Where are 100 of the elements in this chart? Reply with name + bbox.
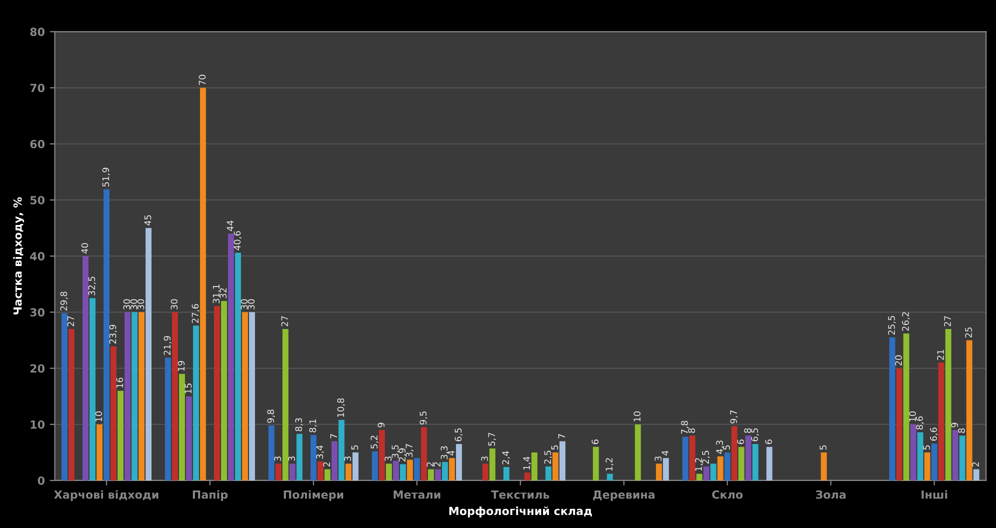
bar (186, 396, 192, 480)
bar (973, 469, 980, 480)
data-label: 2,9 (398, 448, 406, 462)
bar (62, 313, 68, 480)
data-label: 25,5 (888, 316, 896, 335)
data-label: 3 (481, 456, 488, 461)
bar (524, 472, 530, 480)
bar (903, 334, 910, 480)
bar (545, 466, 552, 480)
y-tick-label: 80 (30, 28, 45, 36)
data-label: 8 (958, 428, 965, 433)
bar (889, 337, 896, 480)
data-label: 4 (662, 450, 668, 456)
bar (738, 446, 744, 480)
bar (662, 458, 669, 480)
data-label: 7 (330, 434, 337, 438)
bar (228, 234, 234, 480)
x-tick-label: Деревина (593, 490, 654, 501)
data-label: 9,8 (267, 410, 275, 423)
data-label: 3 (384, 456, 392, 461)
bar (959, 436, 966, 480)
bar (456, 444, 462, 480)
data-label: 6,5 (454, 428, 463, 442)
bar (132, 312, 138, 480)
bar (931, 443, 938, 480)
x-tick-label: Інші (922, 490, 948, 499)
data-label: 20 (895, 355, 902, 366)
bar (696, 474, 702, 480)
bar (966, 340, 972, 480)
data-label: 15 (184, 384, 192, 394)
data-label: 3,3 (440, 446, 448, 460)
data-label: 21,9 (164, 336, 172, 355)
data-label: 25 (965, 327, 972, 338)
bar (503, 467, 510, 480)
bar (289, 464, 296, 480)
bar (420, 427, 427, 480)
bar (752, 444, 758, 480)
bar (324, 469, 330, 480)
y-tick-label: 60 (30, 140, 45, 148)
data-label: 10 (95, 411, 102, 422)
bar (434, 469, 441, 480)
bar (275, 464, 282, 480)
data-label: 3 (654, 456, 662, 461)
data-label: 30 (248, 299, 255, 310)
y-tick-label: 0 (38, 476, 45, 485)
data-label: 9 (378, 422, 385, 428)
bar (717, 456, 724, 480)
data-label: 2 (323, 462, 330, 467)
bar (118, 390, 124, 480)
y-tick-label: 40 (30, 252, 45, 260)
data-label: 45 (144, 215, 152, 226)
data-label: 30 (130, 299, 138, 310)
bar (703, 466, 710, 480)
bar (945, 329, 952, 480)
bar (442, 462, 448, 480)
data-label: 10 (909, 411, 916, 422)
bar (910, 424, 916, 480)
data-label: 6 (765, 440, 772, 444)
bar (317, 461, 324, 480)
data-label: 70 (198, 74, 206, 85)
data-label: 5 (551, 445, 558, 450)
data-label: 30 (123, 299, 130, 310)
bar (332, 441, 338, 480)
bar (110, 346, 116, 480)
bar (249, 312, 255, 480)
bar (310, 435, 316, 480)
bar (448, 458, 455, 480)
data-label: 2 (434, 462, 440, 467)
bar (164, 358, 171, 480)
y-tick-label: 50 (30, 196, 45, 204)
bar (592, 446, 599, 480)
x-tick-label: Папір (192, 490, 228, 501)
bar (924, 452, 930, 480)
y-tick-label: 10 (30, 420, 45, 429)
data-label: 27 (281, 316, 288, 326)
y-tick-label: 20 (30, 364, 45, 373)
data-label: 27 (67, 316, 74, 326)
x-tick-label: Текстиль (491, 490, 550, 499)
data-label: 26,2 (902, 312, 910, 331)
data-label: 2,4 (502, 451, 510, 464)
bar (214, 306, 220, 480)
bar (689, 436, 696, 480)
data-label: 40,6 (234, 231, 242, 250)
bar (559, 441, 566, 480)
bar (346, 464, 352, 480)
bar (745, 436, 752, 480)
data-label: 8,3 (295, 418, 303, 432)
bar (200, 88, 206, 480)
data-label: 3,5 (392, 445, 400, 458)
bar (724, 452, 730, 480)
data-label: 27 (944, 316, 951, 326)
bar (406, 460, 413, 480)
data-label: 6,6 (930, 428, 938, 441)
y-axis-title: Частка відходу, % (13, 197, 24, 314)
bar (178, 374, 185, 480)
data-label: 2 (426, 462, 434, 467)
bar (378, 430, 385, 480)
data-label: 5,7 (488, 432, 496, 446)
bar (392, 460, 399, 480)
bar (952, 430, 958, 480)
